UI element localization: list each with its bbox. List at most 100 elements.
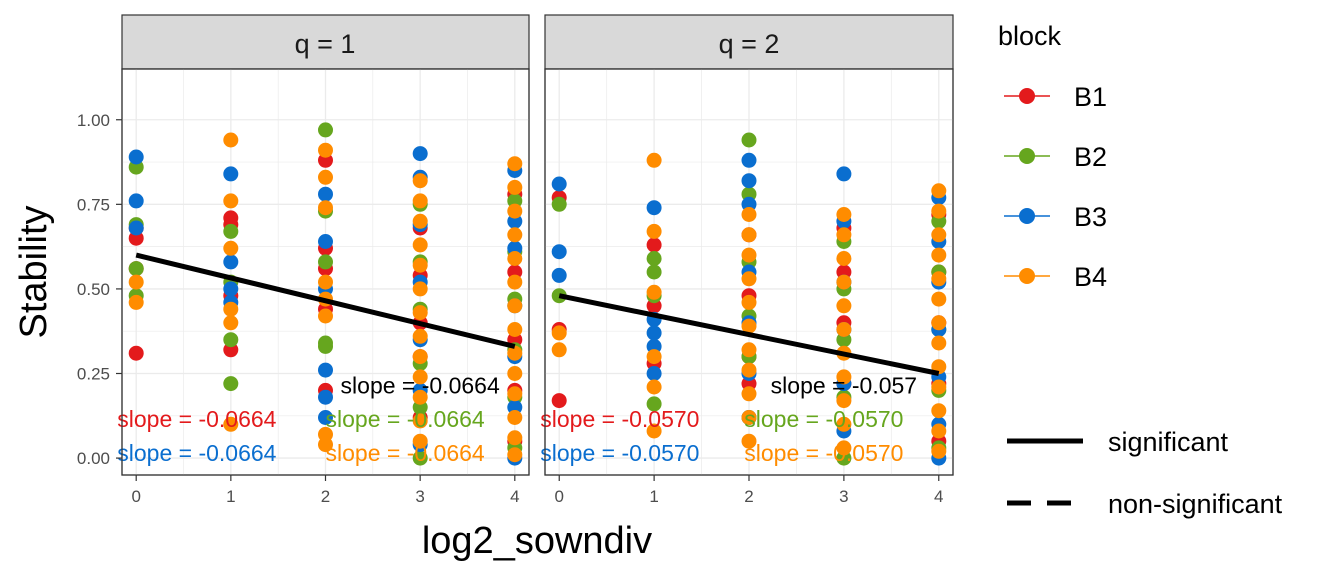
data-point-b4: [931, 379, 947, 395]
data-point-b4: [931, 227, 947, 243]
data-point-b4: [836, 440, 852, 456]
data-point-b4: [318, 274, 333, 290]
legend-label-significant: significant: [1108, 427, 1229, 457]
data-point-b4: [223, 416, 239, 432]
data-point-b4: [836, 207, 852, 222]
data-point-b4: [507, 447, 523, 463]
data-point-b1: [551, 393, 567, 409]
data-point-b4: [646, 223, 662, 239]
data-point-b4: [931, 203, 947, 219]
annotation-slope-b2: slope = -0.0570: [744, 406, 903, 432]
data-point-b4: [412, 305, 428, 321]
facet-strip-q1: [121, 14, 530, 70]
annotation-slope-b1: slope = -0.0570: [540, 406, 699, 432]
data-point-b4: [836, 393, 852, 409]
annotation-slope-b3: slope = -0.0664: [117, 440, 276, 466]
data-point-b4: [128, 294, 144, 310]
data-point-b4: [931, 271, 947, 287]
data-point-b4: [646, 284, 662, 300]
data-point-b3: [741, 152, 757, 168]
x-axis-q2: 0 1 2 3 4: [554, 487, 943, 506]
annotation-slope-b1: slope = -0.0664: [117, 406, 276, 432]
data-point-b4: [412, 369, 428, 385]
x-axis-title: log2_sowndiv: [422, 520, 652, 562]
data-point-b4: [223, 193, 239, 209]
data-point-b4: [507, 386, 523, 402]
data-point-b2: [223, 376, 239, 392]
y-tick-label: 0.25: [77, 365, 110, 384]
data-point-b4: [507, 322, 523, 337]
legend-label-b4: B4: [1074, 262, 1107, 292]
data-point-b3: [223, 166, 239, 182]
legend-key-dot: [1019, 268, 1035, 284]
data-point-b4: [128, 274, 144, 290]
data-point-b4: [646, 152, 662, 168]
data-point-b4: [646, 349, 662, 365]
data-point-b4: [931, 315, 947, 331]
data-point-b3: [836, 166, 852, 182]
data-point-b4: [836, 322, 852, 337]
y-axis-title: Stability: [13, 205, 55, 338]
y-tick-label: 1.00: [77, 111, 110, 130]
data-point-b4: [836, 274, 852, 290]
data-point-b2: [551, 196, 567, 212]
data-point-b3: [128, 220, 144, 236]
data-point-b4: [412, 413, 428, 429]
x-tick-label: 2: [744, 487, 753, 506]
y-tick-label: 0.00: [77, 449, 110, 468]
legend-label-b3: B3: [1074, 202, 1107, 232]
data-point-b2: [318, 122, 333, 138]
data-point-b4: [741, 247, 757, 263]
x-tick-label: 0: [131, 487, 140, 506]
data-point-b2: [318, 338, 333, 354]
data-point-b4: [507, 203, 523, 219]
data-point-b4: [318, 437, 333, 453]
y-axis: 0.00 0.25 0.50 0.75 1.00: [77, 111, 110, 468]
data-point-b4: [412, 433, 428, 449]
data-point-b4: [741, 410, 757, 425]
y-tick-label: 0.50: [77, 280, 110, 299]
data-point-b4: [223, 240, 239, 256]
y-tick-label: 0.75: [77, 195, 110, 214]
facet-panel-q1: q = 1 slope = -0.0664 slope = -0.0664 sl…: [117, 14, 530, 476]
x-tick-label: 1: [649, 487, 658, 506]
data-point-b4: [412, 389, 428, 405]
data-point-b1: [128, 345, 144, 361]
points-q1: [128, 122, 523, 466]
data-point-b4: [412, 193, 428, 209]
annotations-q2: slope = -0.057 slope = -0.0570 slope = -…: [540, 372, 917, 466]
data-point-b4: [318, 200, 333, 216]
data-point-b4: [836, 416, 852, 432]
data-point-b4: [931, 423, 947, 439]
data-point-b3: [128, 149, 144, 165]
data-point-b2: [646, 251, 662, 266]
data-point-b4: [507, 345, 523, 361]
annotations-q1: slope = -0.0664 slope = -0.0664 slope = …: [117, 372, 500, 466]
data-point-b3: [551, 267, 567, 283]
data-point-b3: [318, 389, 333, 405]
data-point-b3: [318, 362, 333, 378]
data-point-b4: [507, 366, 523, 381]
data-point-b4: [741, 207, 757, 222]
data-point-b4: [318, 142, 333, 158]
legend-title: block: [998, 21, 1062, 51]
legend-item-b2: B2: [1004, 142, 1107, 172]
legend-item-b4: B4: [1004, 262, 1107, 292]
data-point-b4: [551, 342, 567, 358]
annotation-slope-overall: slope = -0.057: [771, 372, 917, 398]
data-point-b4: [931, 443, 947, 459]
data-point-b3: [223, 281, 239, 297]
data-point-b4: [931, 403, 947, 419]
data-point-b4: [836, 251, 852, 266]
legend-key-dot: [1019, 148, 1035, 164]
x-axis-q1: 0 1 2 3 4: [131, 487, 519, 506]
facet-panel-q2: q = 2 slope = -0.057 slope = -0.0570 slo…: [540, 14, 954, 476]
data-point-b2: [646, 264, 662, 280]
x-tick-label: 4: [510, 487, 519, 506]
facet-label-q2: q = 2: [719, 29, 780, 59]
data-point-b4: [741, 227, 757, 243]
x-tick-label: 3: [839, 487, 848, 506]
data-point-b4: [836, 298, 852, 314]
legend-key-dot: [1019, 88, 1035, 104]
data-point-b2: [412, 450, 428, 466]
